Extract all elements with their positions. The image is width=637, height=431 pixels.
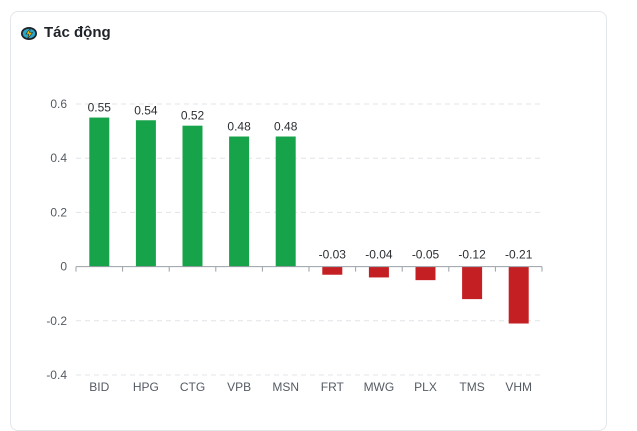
data-label-vhm: -0.21 <box>505 248 533 262</box>
x-axis-ticks: BID HPG CTG VPB MSN FRT MWG PLX TMS VHM <box>89 380 532 394</box>
impact-bar-chart: 0.6 0.4 0.2 0 -0.2 -0.4 0.55 0.54 0.52 0.48 0.48 -… <box>46 97 543 394</box>
bars <box>89 117 529 324</box>
x-tick-label: PLX <box>414 380 437 394</box>
y-tick-label: -0.2 <box>46 314 67 328</box>
x-tick-label: CTG <box>180 380 205 394</box>
y-tick-label: 0.2 <box>50 205 67 219</box>
data-label-mwg: -0.04 <box>365 248 393 262</box>
x-tick-label: FRT <box>321 380 345 394</box>
y-tick-label: 0.6 <box>50 97 67 111</box>
bar-bid[interactable] <box>89 117 110 267</box>
x-tick-label: VPB <box>227 380 251 394</box>
bar-vpb[interactable] <box>229 136 250 267</box>
data-label-tms: -0.12 <box>458 248 486 262</box>
data-labels: 0.55 0.54 0.52 0.48 0.48 -0.03 -0.04 -0.05 -0.12… <box>88 101 533 262</box>
data-label-plx: -0.05 <box>412 248 440 262</box>
data-label-msn: 0.48 <box>274 120 298 134</box>
y-tick-label: 0 <box>60 260 67 274</box>
bar-tms[interactable] <box>462 266 483 300</box>
lightning-badge-icon <box>20 25 38 41</box>
bar-msn[interactable] <box>275 136 296 267</box>
y-axis-ticks: 0.6 0.4 0.2 0 -0.2 -0.4 <box>46 97 67 382</box>
x-tick-label: TMS <box>459 380 484 394</box>
x-tick-label: MWG <box>364 380 395 394</box>
bar-hpg[interactable] <box>135 120 156 267</box>
bar-mwg[interactable] <box>368 266 389 278</box>
bar-frt[interactable] <box>322 266 343 275</box>
data-label-ctg: 0.52 <box>181 109 205 123</box>
data-label-frt: -0.03 <box>319 248 347 262</box>
x-axis <box>75 266 543 272</box>
x-tick-label: HPG <box>133 380 159 394</box>
bar-plx[interactable] <box>415 266 436 281</box>
card-header: Tác động <box>20 24 111 41</box>
x-tick-label: BID <box>89 380 109 394</box>
data-label-vpb: 0.48 <box>227 120 251 134</box>
grid-lines <box>76 103 542 376</box>
impact-card: Tác động <box>10 11 607 431</box>
data-label-hpg: 0.54 <box>134 103 158 117</box>
y-tick-label: -0.4 <box>46 368 67 382</box>
card-title: Tác động <box>44 24 111 41</box>
bar-vhm[interactable] <box>508 266 529 324</box>
x-tick-label: VHM <box>505 380 532 394</box>
bar-ctg[interactable] <box>182 125 203 267</box>
y-tick-label: 0.4 <box>50 151 67 165</box>
data-label-bid: 0.55 <box>88 101 112 115</box>
x-tick-label: MSN <box>272 380 299 394</box>
